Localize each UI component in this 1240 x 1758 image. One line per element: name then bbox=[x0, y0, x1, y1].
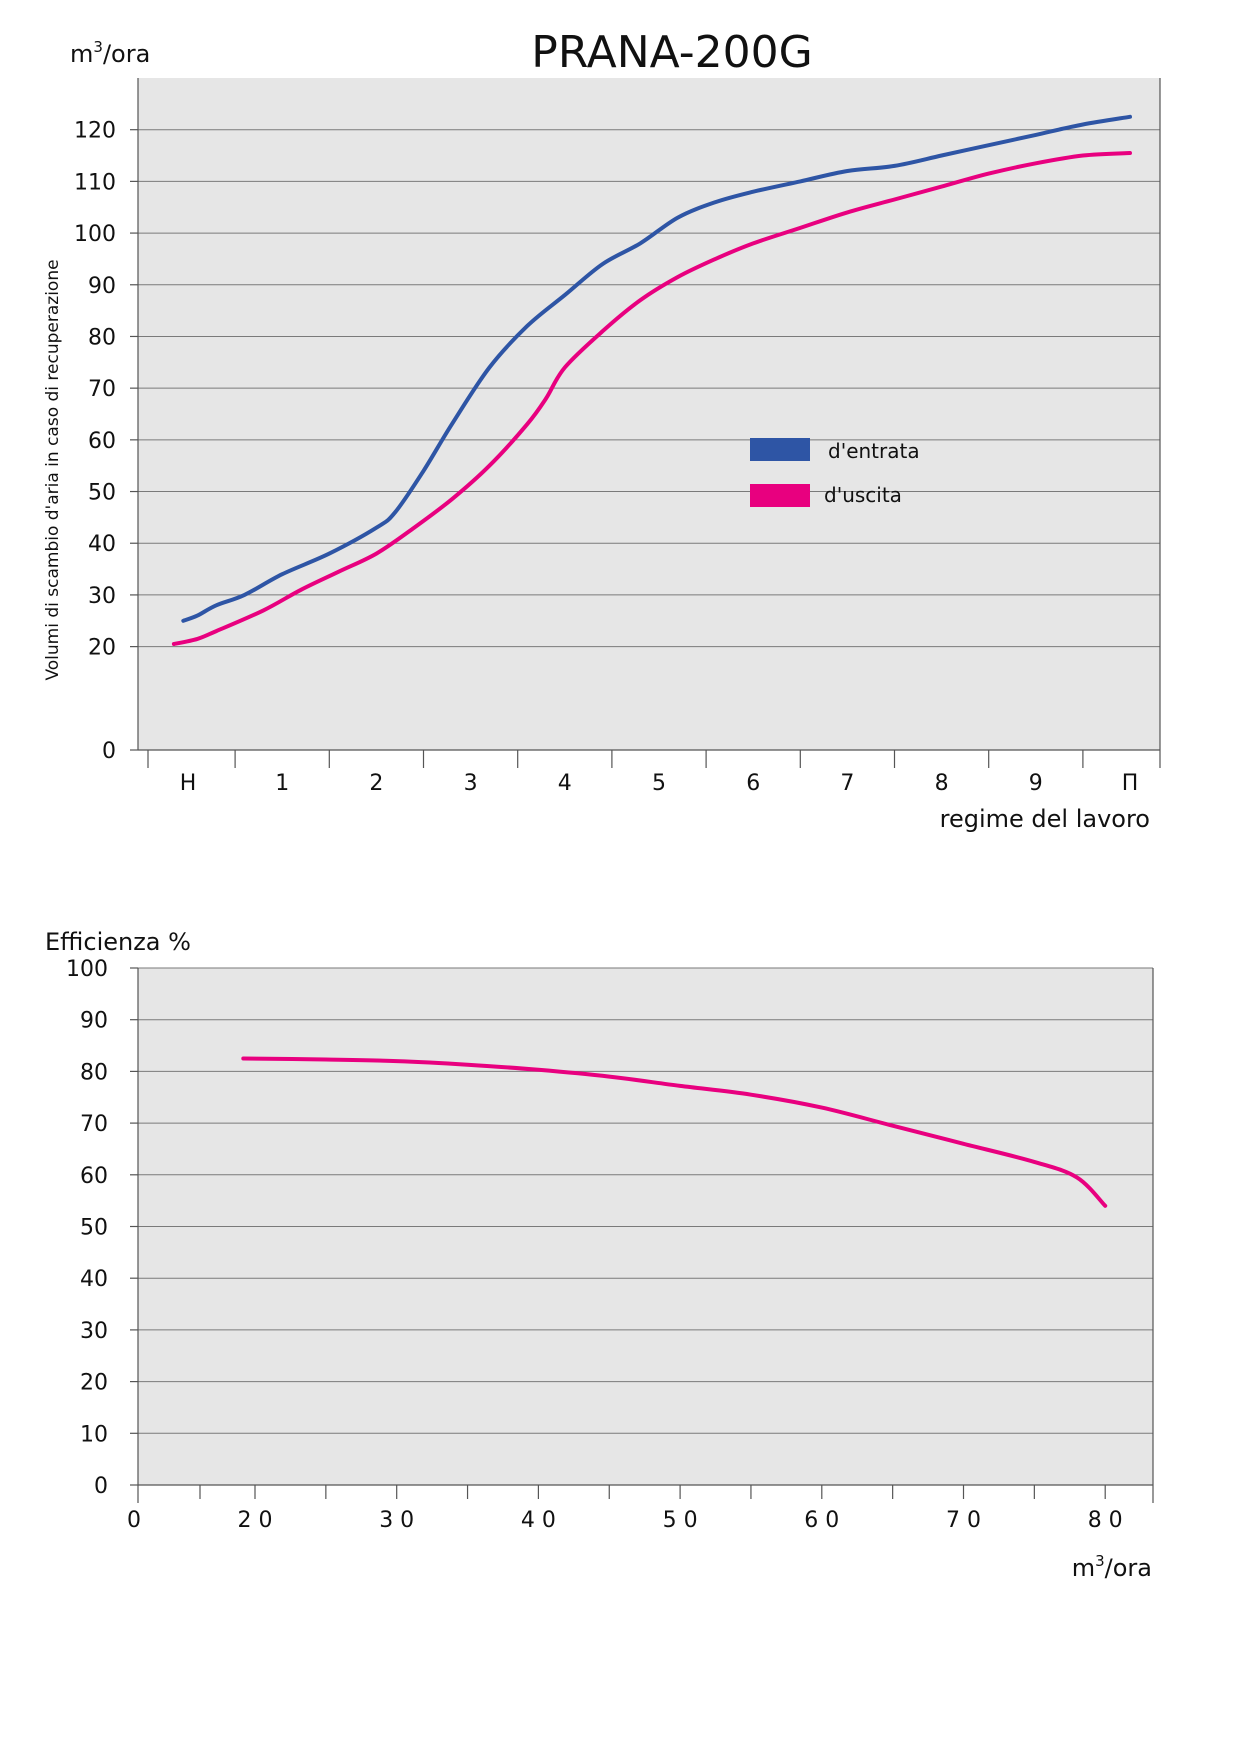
x-tick-label: 0 bbox=[127, 1508, 141, 1533]
x-tick-labels: 0 2 0 3 0 4 0 5 0 6 0 7 0 8 0 bbox=[127, 1508, 1123, 1533]
x-tick-label: 2 bbox=[369, 771, 383, 796]
grid-lines bbox=[130, 129, 1160, 751]
x-tick-label: 6 bbox=[746, 771, 760, 796]
y-tick-label: 20 bbox=[80, 1371, 108, 1396]
airflow-chart: PRANA-200G m3/ora 0203040506070809010011… bbox=[43, 27, 1161, 833]
y-tick-label: 90 bbox=[88, 274, 116, 299]
legend-swatch-uscita bbox=[750, 484, 810, 507]
axes bbox=[137, 968, 1154, 1503]
plot-area bbox=[138, 78, 1160, 750]
legend: d'entrata d'uscita bbox=[750, 438, 920, 507]
y-tick-label: 50 bbox=[88, 481, 116, 506]
x-tick-label: 7 0 bbox=[946, 1508, 981, 1533]
x-tick-label: 4 bbox=[558, 771, 572, 796]
y-unit-label: m3/ora bbox=[70, 38, 150, 68]
y-tick-label: 40 bbox=[80, 1267, 108, 1292]
x-tick-label: 6 0 bbox=[804, 1508, 839, 1533]
series-lines bbox=[241, 1056, 1108, 1208]
y-tick-label: 110 bbox=[74, 170, 116, 195]
series-lines bbox=[171, 114, 1132, 646]
x-unit-tail: /ora bbox=[1105, 1554, 1152, 1582]
y-tick-labels: 0 10 20 30 40 50 60 70 80 90 100 bbox=[66, 957, 108, 1499]
y-tick-label: 30 bbox=[80, 1319, 108, 1344]
x-tick-label: 5 0 bbox=[663, 1508, 698, 1533]
y-tick-label: 60 bbox=[88, 429, 116, 454]
x-tick-label: 8 bbox=[935, 771, 949, 796]
y-unit-sup: 3 bbox=[93, 38, 103, 56]
legend-swatch-entrata bbox=[750, 438, 810, 461]
x-tick-label: 3 bbox=[464, 771, 478, 796]
series-line-uscita bbox=[171, 151, 1132, 646]
axes bbox=[137, 78, 1161, 768]
chart-title: PRANA-200G bbox=[531, 27, 812, 78]
y-tick-label: 60 bbox=[80, 1164, 108, 1189]
series-line-entrata bbox=[181, 114, 1132, 623]
y-unit-base: m bbox=[70, 40, 93, 68]
legend-label-entrata: d'entrata bbox=[828, 439, 920, 463]
y-tick-labels: 0 20 30 40 50 60 70 80 90 100 110 120 bbox=[74, 119, 116, 764]
y-tick-label: 80 bbox=[80, 1060, 108, 1085]
x-axis-label: regime del lavoro bbox=[940, 805, 1150, 833]
x-tick-label: 3 0 bbox=[379, 1508, 414, 1533]
x-tick-label: П bbox=[1122, 771, 1139, 796]
x-tick-label: Н bbox=[180, 771, 197, 796]
x-tick-label: 1 bbox=[275, 771, 289, 796]
y-tick-label: 10 bbox=[80, 1422, 108, 1447]
y-tick-label: 90 bbox=[80, 1009, 108, 1034]
x-unit-sup: 3 bbox=[1095, 1552, 1105, 1570]
y-tick-label: 70 bbox=[80, 1112, 108, 1137]
y-tick-label: 50 bbox=[80, 1216, 108, 1241]
x-tick-label: 7 bbox=[840, 771, 854, 796]
y-tick-label: 30 bbox=[88, 584, 116, 609]
x-unit-label: m3/ora bbox=[1072, 1552, 1152, 1582]
x-tick-label: 5 bbox=[652, 771, 666, 796]
legend-label-uscita: d'uscita bbox=[824, 483, 902, 507]
x-tick-label: 4 0 bbox=[521, 1508, 556, 1533]
x-tick-label: 8 0 bbox=[1088, 1508, 1123, 1533]
y-tick-label: 0 bbox=[94, 1474, 108, 1499]
grid-lines bbox=[130, 967, 1153, 1486]
y-tick-label: 70 bbox=[88, 377, 116, 402]
y-tick-label: 80 bbox=[88, 325, 116, 350]
x-unit-base: m bbox=[1072, 1554, 1095, 1582]
series-line-efficiency bbox=[241, 1056, 1108, 1208]
y-tick-label: 40 bbox=[88, 532, 116, 557]
x-tick-label: 2 0 bbox=[238, 1508, 273, 1533]
y-axis-label: Volumi di scambio d'aria in caso di recu… bbox=[43, 259, 63, 680]
y-unit-tail: /ora bbox=[103, 40, 150, 68]
y-tick-label: 20 bbox=[88, 636, 116, 661]
y-tick-label: 120 bbox=[74, 119, 116, 144]
y-tick-label: 100 bbox=[66, 957, 108, 982]
y-tick-label: 100 bbox=[74, 222, 116, 247]
y-axis-label: Efficienza % bbox=[45, 928, 191, 956]
y-tick-label: 0 bbox=[102, 739, 116, 764]
x-tick-label: 9 bbox=[1029, 771, 1043, 796]
efficiency-chart: Efficienza % 0 10 20 30 40 50 60 70 80 90 100 0 2 0… bbox=[45, 928, 1154, 1582]
x-tick-labels: Н 1 2 3 4 5 6 7 8 9 П bbox=[180, 771, 1139, 796]
